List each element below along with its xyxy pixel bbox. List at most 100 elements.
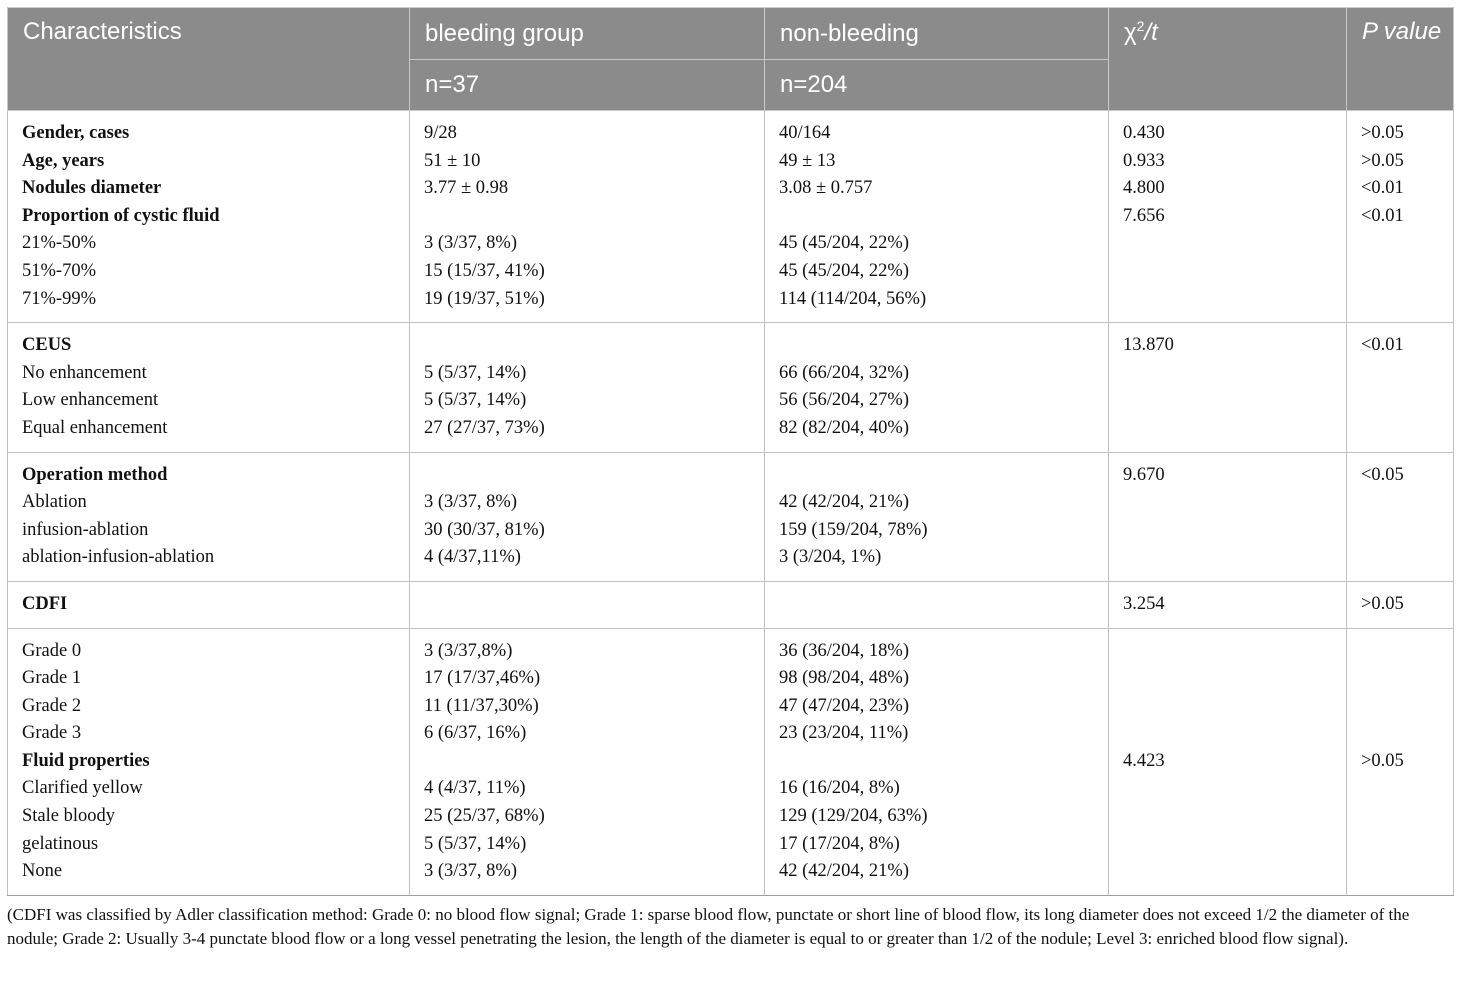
- cell-non-bleeding: 82 (82/204, 40%): [764, 414, 1109, 453]
- cell-non-bleeding: 17 (17/204, 8%): [764, 830, 1109, 859]
- cell-p-value: >0.05: [1346, 147, 1454, 176]
- header-p-value: P value: [1346, 7, 1454, 111]
- cell-p-value: [1346, 627, 1454, 666]
- cell-statistic: [1108, 516, 1347, 545]
- table-row: Low enhancement 5 (5/37, 14%) 56 (56/204…: [7, 387, 1454, 415]
- cell-characteristic: 21%-50%: [7, 230, 410, 258]
- cell-p-value: [1346, 775, 1454, 804]
- cell-p-value: [1346, 544, 1454, 582]
- cell-p-value: [1346, 230, 1454, 258]
- cell-statistic: 4.800: [1108, 175, 1347, 203]
- table-row: Age, years 51 ± 10 49 ± 13 0.933 >0.05: [7, 147, 1454, 176]
- cell-p-value: [1346, 803, 1454, 831]
- cell-bleeding: [409, 202, 765, 231]
- cell-non-bleeding: 45 (45/204, 22%): [764, 230, 1109, 258]
- cell-bleeding: 4 (4/37,11%): [409, 544, 765, 582]
- cell-non-bleeding: 56 (56/204, 27%): [764, 387, 1109, 415]
- cell-bleeding: [409, 451, 765, 490]
- cell-characteristic: Grade 1: [7, 665, 410, 693]
- table-body: Gender, cases 9/28 40/164 0.430 >0.05 Ag…: [7, 109, 1454, 896]
- cell-non-bleeding: 45 (45/204, 22%): [764, 257, 1109, 286]
- table-row: infusion-ablation 30 (30/37, 81%) 159 (1…: [7, 516, 1454, 545]
- cell-statistic: [1108, 720, 1347, 748]
- cell-bleeding: 3 (3/37, 8%): [409, 489, 765, 517]
- cell-statistic: [1108, 489, 1347, 517]
- cell-p-value: <0.01: [1346, 175, 1454, 203]
- cell-statistic: 0.430: [1108, 109, 1347, 148]
- cell-bleeding: 51 ± 10: [409, 147, 765, 176]
- cell-bleeding: 5 (5/37, 14%): [409, 830, 765, 859]
- cell-characteristic: Proportion of cystic fluid: [7, 202, 410, 231]
- cell-p-value: [1346, 516, 1454, 545]
- cell-p-value: >0.05: [1346, 109, 1454, 148]
- cell-characteristic: Clarified yellow: [7, 775, 410, 804]
- cell-non-bleeding: 159 (159/204, 78%): [764, 516, 1109, 545]
- header-chi-superscript: 2: [1136, 18, 1145, 34]
- cell-characteristic: 51%-70%: [7, 257, 410, 286]
- table-row: ablation-infusion-ablation 4 (4/37,11%) …: [7, 544, 1454, 582]
- cell-statistic: [1108, 692, 1347, 721]
- cell-statistic: [1108, 830, 1347, 859]
- cell-p-value: <0.05: [1346, 451, 1454, 490]
- cell-characteristic: Stale bloody: [7, 803, 410, 831]
- cell-characteristic: Grade 3: [7, 720, 410, 748]
- cell-non-bleeding: 47 (47/204, 23%): [764, 692, 1109, 721]
- cell-characteristic: Ablation: [7, 489, 410, 517]
- cell-p-value: [1346, 830, 1454, 859]
- cell-characteristic: CDFI: [7, 580, 410, 629]
- cell-characteristic: 71%-99%: [7, 285, 410, 324]
- characteristics-table: Characteristics bleeding group non-bleed…: [7, 7, 1454, 896]
- cell-p-value: [1346, 359, 1454, 388]
- table-row: Stale bloody 25 (25/37, 68%) 129 (129/20…: [7, 803, 1454, 831]
- cell-characteristic: Equal enhancement: [7, 414, 410, 453]
- header-chi-t: χ2/t: [1108, 7, 1347, 111]
- cell-p-value: >0.05: [1346, 580, 1454, 629]
- table-row: 51%-70% 15 (15/37, 41%) 45 (45/204, 22%): [7, 257, 1454, 286]
- table-row: gelatinous 5 (5/37, 14%) 17 (17/204, 8%): [7, 830, 1454, 859]
- cell-non-bleeding: 49 ± 13: [764, 147, 1109, 176]
- table-row: No enhancement 5 (5/37, 14%) 66 (66/204,…: [7, 359, 1454, 388]
- cell-statistic: [1108, 230, 1347, 258]
- cell-p-value: [1346, 665, 1454, 693]
- cell-statistic: [1108, 387, 1347, 415]
- header-p-value-label: P value: [1362, 18, 1442, 45]
- table-row: Clarified yellow 4 (4/37, 11%) 16 (16/20…: [7, 775, 1454, 804]
- header-bleeding-group: bleeding group: [409, 7, 765, 60]
- header-characteristics: Characteristics: [7, 7, 410, 111]
- cell-non-bleeding: [764, 747, 1109, 776]
- cell-characteristic: Nodules diameter: [7, 175, 410, 203]
- cell-p-value: <0.01: [1346, 322, 1454, 360]
- cell-characteristic: Gender, cases: [7, 109, 410, 148]
- cell-statistic: [1108, 414, 1347, 453]
- header-non-bleeding-n: n=204: [764, 59, 1109, 111]
- cell-p-value: [1346, 414, 1454, 453]
- table-footnote: (CDFI was classified by Adler classifica…: [7, 904, 1410, 948]
- cell-bleeding: [409, 322, 765, 360]
- cell-bleeding: 25 (25/37, 68%): [409, 803, 765, 831]
- cell-p-value: [1346, 692, 1454, 721]
- cell-characteristic: Grade 2: [7, 692, 410, 721]
- cell-bleeding: 17 (17/37,46%): [409, 665, 765, 693]
- cell-non-bleeding: 66 (66/204, 32%): [764, 359, 1109, 388]
- cell-non-bleeding: 36 (36/204, 18%): [764, 627, 1109, 666]
- cell-characteristic: Low enhancement: [7, 387, 410, 415]
- table-row: Grade 1 17 (17/37,46%) 98 (98/204, 48%): [7, 665, 1454, 693]
- cell-characteristic: None: [7, 858, 410, 896]
- cell-statistic: [1108, 803, 1347, 831]
- cell-statistic: 9.670: [1108, 451, 1347, 490]
- cell-non-bleeding: 3.08 ± 0.757: [764, 175, 1109, 203]
- cell-statistic: 4.423: [1108, 747, 1347, 776]
- cell-non-bleeding: 42 (42/204, 21%): [764, 858, 1109, 896]
- cell-characteristic: Age, years: [7, 147, 410, 176]
- table-row: Equal enhancement 27 (27/37, 73%) 82 (82…: [7, 414, 1454, 453]
- header-chi-symbol: χ: [1124, 19, 1137, 46]
- cell-statistic: 7.656: [1108, 202, 1347, 231]
- cell-p-value: [1346, 387, 1454, 415]
- table-row: Grade 3 6 (6/37, 16%) 23 (23/204, 11%): [7, 720, 1454, 748]
- cell-characteristic: CEUS: [7, 322, 410, 360]
- cell-statistic: [1108, 359, 1347, 388]
- table-row: 21%-50% 3 (3/37, 8%) 45 (45/204, 22%): [7, 230, 1454, 258]
- header-bleeding-n: n=37: [409, 59, 765, 111]
- header-t-label: /t: [1144, 19, 1158, 46]
- table-row: Grade 2 11 (11/37,30%) 47 (47/204, 23%): [7, 692, 1454, 721]
